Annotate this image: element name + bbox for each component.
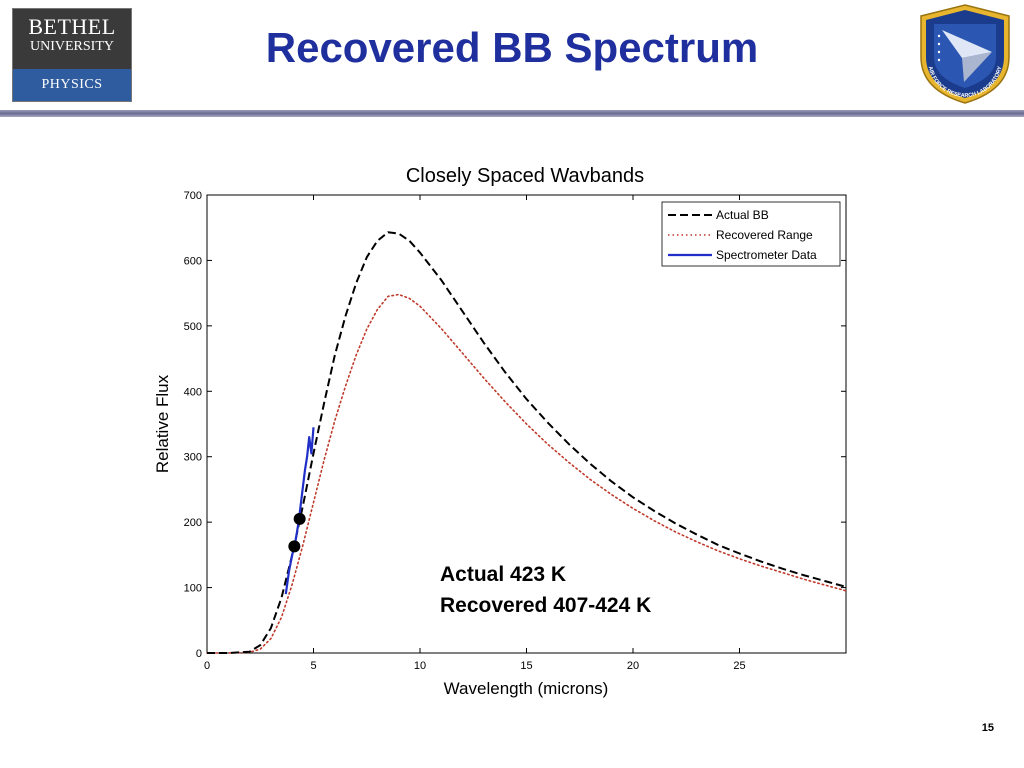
series-layer	[206, 231, 847, 654]
x-tick-label: 10	[414, 660, 426, 672]
y-tick-label: 500	[184, 321, 202, 333]
x-tick-label: 25	[733, 660, 745, 672]
series-line-recovered-range	[206, 293, 847, 654]
legend-label: Spectrometer Data	[716, 248, 817, 262]
chart-title: Closely Spaced Wavbands	[406, 165, 644, 187]
y-axis-label: Relative Flux	[153, 374, 172, 473]
page-title: Recovered BB Spectrum	[265, 24, 759, 71]
afrl-shield-logo: AIR FORCE RESEARCH LABORATORY	[920, 4, 1010, 104]
data-point-marker	[293, 512, 306, 525]
y-tick-label: 0	[196, 648, 202, 660]
slide-number: 15	[981, 722, 994, 734]
logo-line-bethel: BETHEL	[28, 14, 116, 39]
logo-line-physics: PHYSICS	[13, 69, 131, 101]
data-point-marker	[288, 540, 301, 553]
marker-layer	[288, 512, 306, 553]
y-tick-label: 200	[184, 517, 202, 529]
annotation-recovered-temp: Recovered 407-424 K	[440, 594, 652, 617]
legend-label: Actual BB	[716, 208, 769, 222]
axis-ticks: 0 5 10 15 20 25 0 100 200 300 400 500 600 700	[184, 190, 846, 672]
bethel-physics-logo: BETHEL UNIVERSITY PHYSICS	[12, 8, 132, 102]
y-tick-label: 600	[184, 255, 202, 267]
x-tick-label: 5	[310, 660, 316, 672]
y-tick-label: 100	[184, 583, 202, 595]
x-tick-label: 20	[627, 660, 639, 672]
y-tick-label: 700	[184, 190, 202, 202]
legend-label: Recovered Range	[716, 228, 813, 242]
x-tick-label: 0	[204, 660, 210, 672]
chart-legend: Actual BB Recovered Range Spectrometer Dat…	[661, 201, 841, 267]
header-divider	[0, 110, 1024, 117]
x-tick-label: 15	[520, 660, 532, 672]
annotation-actual-temp: Actual 423 K	[440, 563, 567, 586]
y-tick-label: 300	[184, 452, 202, 464]
x-axis-label: Wavelength (microns)	[444, 679, 609, 698]
series-line-spectrometer-data	[284, 427, 315, 595]
y-tick-label: 400	[184, 386, 202, 398]
logo-line-university: UNIVERSITY	[30, 39, 114, 54]
